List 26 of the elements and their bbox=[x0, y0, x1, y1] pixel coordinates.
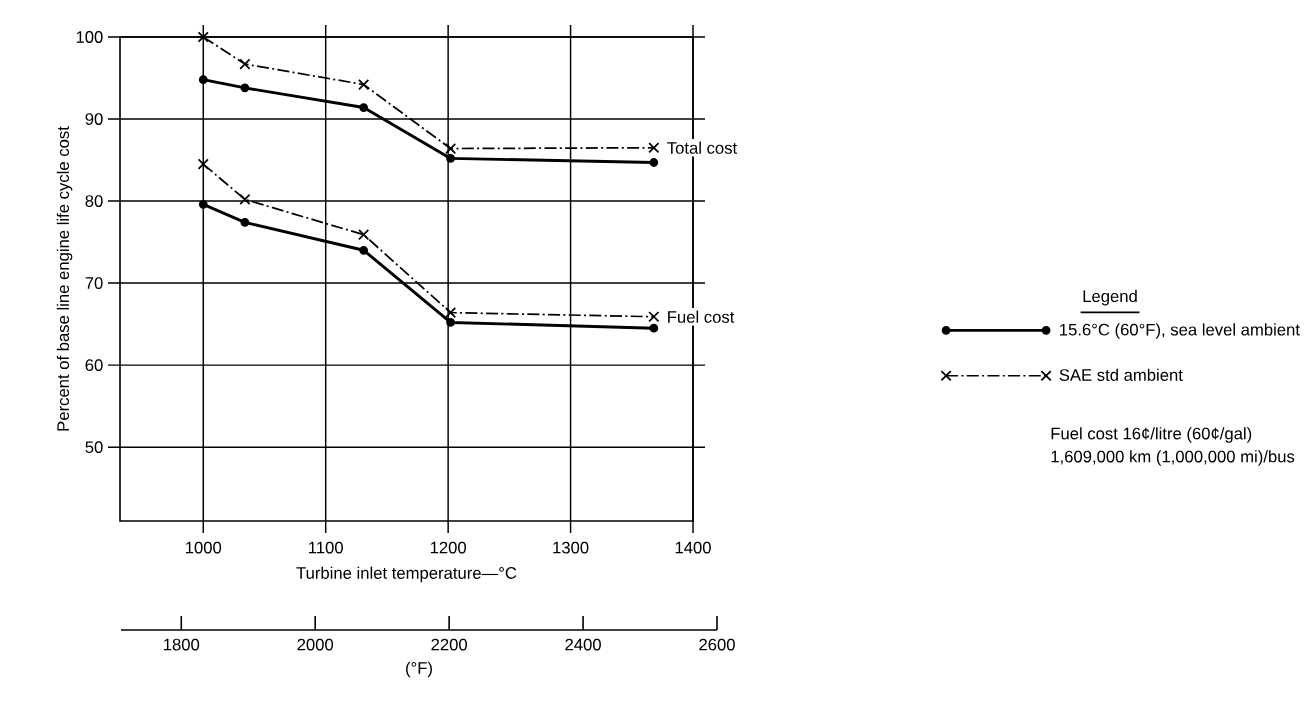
legend-label: SAE std ambient bbox=[1059, 368, 1183, 381]
y-tick-label: 90 bbox=[85, 113, 103, 125]
x2-tick-label: 2400 bbox=[565, 638, 601, 651]
y-tick-label: 80 bbox=[85, 195, 103, 207]
x2-tick-label: 2600 bbox=[699, 638, 735, 651]
y-tick-label: 100 bbox=[76, 31, 103, 43]
x2-tick-label: 2000 bbox=[297, 638, 334, 651]
y-tick-label: 50 bbox=[85, 441, 103, 454]
annotation: Total cost bbox=[667, 141, 738, 154]
x-tick-label: 1400 bbox=[675, 541, 711, 554]
y-tick-label: 70 bbox=[85, 277, 103, 289]
x2-tick-label: 2200 bbox=[431, 638, 468, 651]
x-tick-label: 1300 bbox=[553, 541, 589, 554]
y-tick-label: 60 bbox=[85, 359, 103, 372]
y-axis-title: Percent of base line engine life cycle cost bbox=[56, 126, 73, 431]
x-tick-label: 1000 bbox=[186, 541, 222, 554]
text: 1,609,000 km (1,000,000 mi)/bus bbox=[1051, 450, 1295, 466]
legend-label: 15.6°C (60°F), sea level ambient bbox=[1060, 323, 1300, 339]
x-tick-label: 1100 bbox=[309, 541, 343, 554]
annotation: Fuel cost bbox=[668, 310, 735, 323]
x-tick-label: 1200 bbox=[430, 541, 467, 554]
x2-tick-label: 1800 bbox=[164, 638, 200, 651]
legend-title: Legend bbox=[1083, 289, 1137, 306]
x-axis-title: Turbine inlet temperature—°C bbox=[296, 566, 517, 583]
text: Fuel cost 16¢/litre (60¢/gal) bbox=[1051, 427, 1252, 443]
x2-axis-title: (°F) bbox=[406, 661, 432, 678]
